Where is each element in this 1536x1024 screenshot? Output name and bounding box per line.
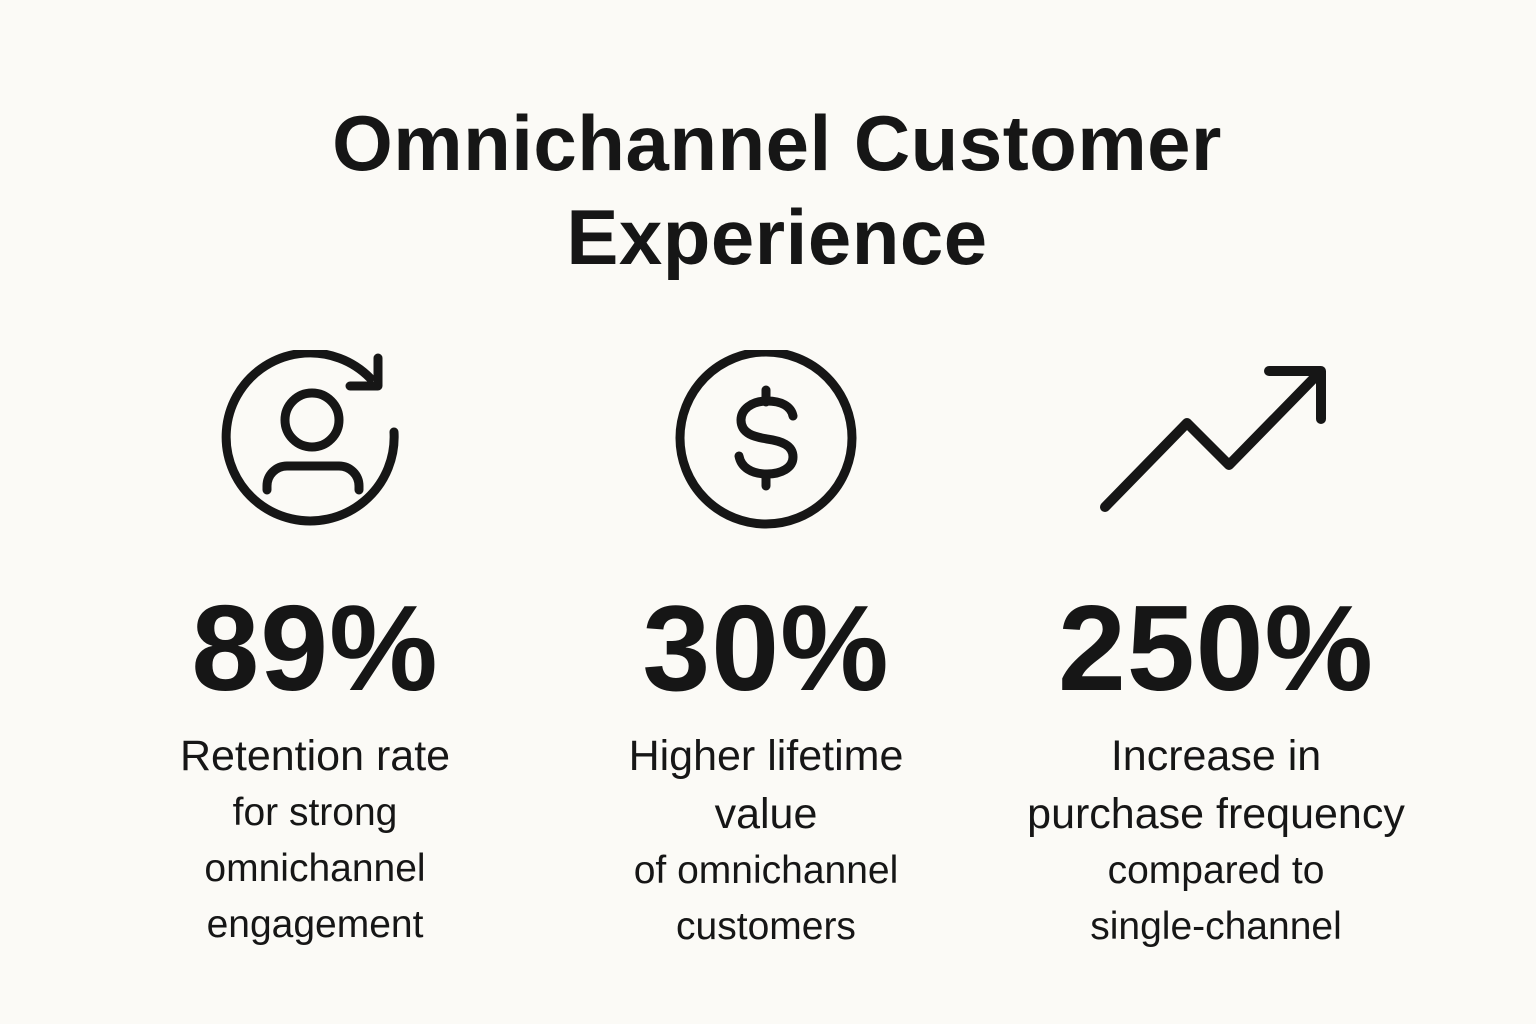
stat-description: Higher lifetime value of omnichannel cus… <box>526 727 1006 955</box>
desc-line: compared to <box>1107 849 1325 892</box>
desc-line: purchase frequency <box>1027 790 1405 838</box>
stat-value: 250% <box>1057 580 1375 716</box>
stat-card-retention: 89% Retention rate for strong omnichanne… <box>75 350 555 953</box>
trending-up-icon <box>976 355 1456 525</box>
page-title: Omnichannel Customer Experience <box>0 96 1536 284</box>
dollar-circle-icon <box>526 350 1006 529</box>
desc-line: customers <box>676 905 856 948</box>
desc-line: Retention rate <box>179 732 451 780</box>
title-line-2: Experience <box>566 193 988 281</box>
title-line-1: Omnichannel Customer <box>332 99 1222 187</box>
stat-value: 89% <box>191 580 439 716</box>
desc-line: Increase in <box>1110 732 1322 780</box>
stat-description: Increase in purchase frequency compared … <box>976 727 1456 955</box>
desc-line: of omnichannel <box>633 849 899 892</box>
stat-value: 30% <box>642 580 890 716</box>
desc-line: omnichannel <box>204 847 426 890</box>
desc-line: Higher lifetime <box>628 732 904 780</box>
desc-line: single-channel <box>1090 905 1342 948</box>
desc-line: for strong <box>232 791 398 834</box>
user-refresh-icon <box>75 350 555 526</box>
stat-description: Retention rate for strong omnichannel en… <box>75 727 555 953</box>
desc-line: engagement <box>206 903 424 946</box>
stat-card-purchase-frequency: 250% Increase in purchase frequency comp… <box>976 355 1456 955</box>
desc-line: value <box>714 790 818 838</box>
stat-card-lifetime-value: 30% Higher lifetime value of omnichannel… <box>526 350 1006 955</box>
